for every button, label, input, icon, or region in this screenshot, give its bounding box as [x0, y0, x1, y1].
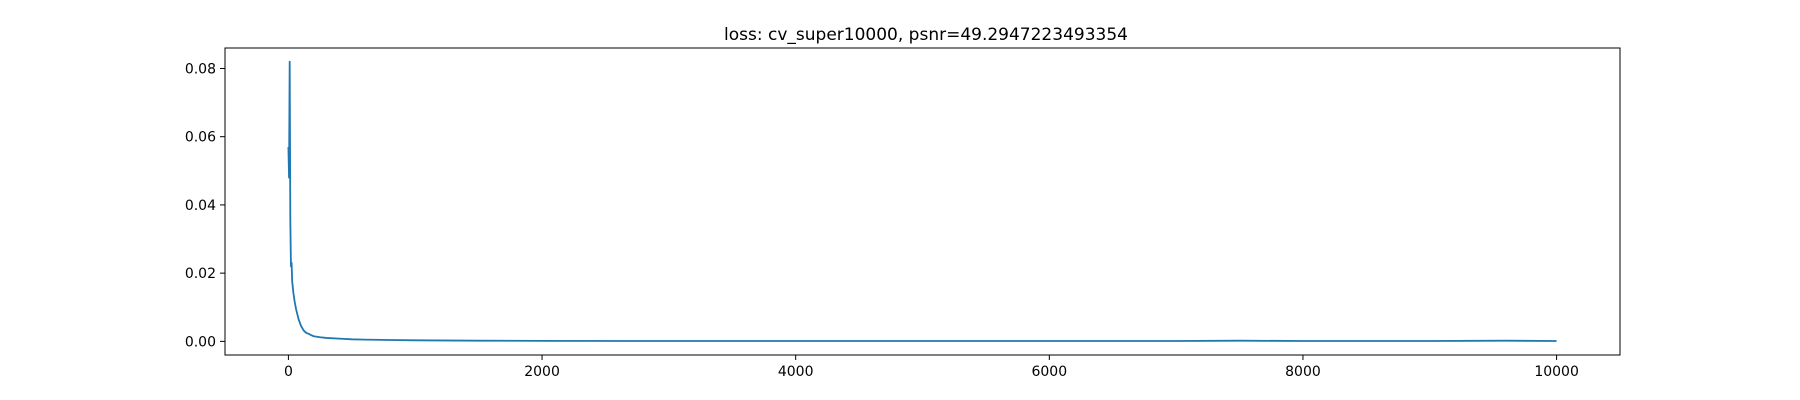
y-tick-label: 0.06 [185, 130, 216, 146]
x-tick-label: 10000 [1534, 364, 1579, 380]
y-tick-label: 0.08 [185, 61, 216, 77]
x-tick-label: 0 [284, 364, 293, 380]
plot-frame [224, 47, 1621, 356]
y-tick-label: 0.04 [185, 198, 216, 214]
y-tick-label: 0.00 [185, 334, 216, 350]
x-tick-label: 8000 [1285, 364, 1321, 380]
loss-series-line [287, 60, 1557, 342]
y-tick-label: 0.02 [185, 266, 216, 282]
x-tick-label: 2000 [524, 364, 560, 380]
x-tick-label: 6000 [1031, 364, 1067, 380]
x-tick-label: 4000 [778, 364, 814, 380]
chart-title: loss: cv_super10000, psnr=49.29472234933… [724, 25, 1128, 45]
